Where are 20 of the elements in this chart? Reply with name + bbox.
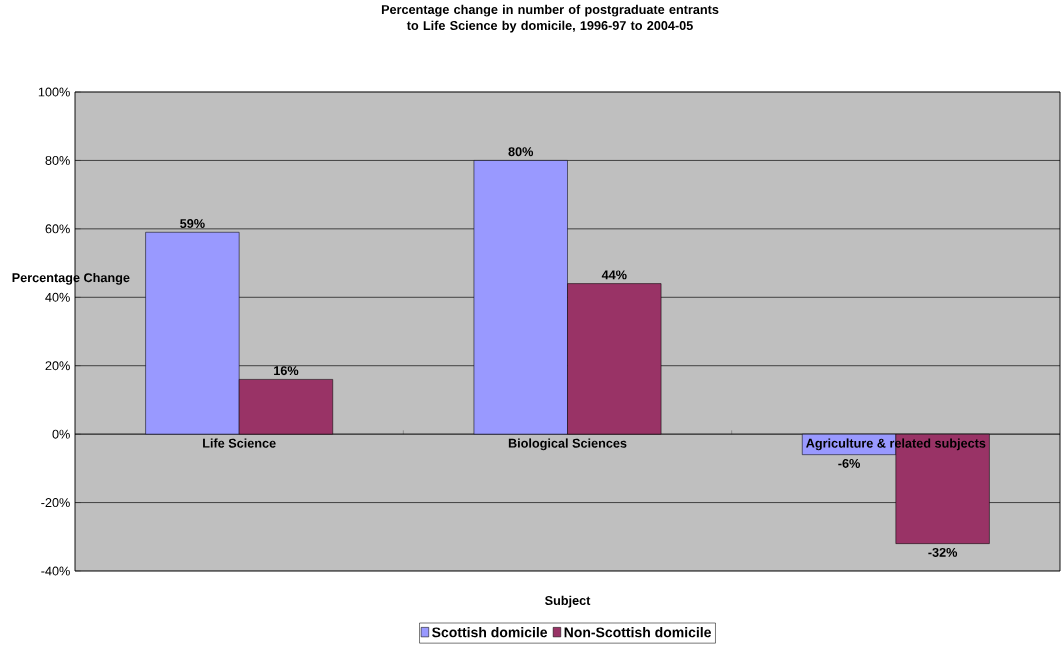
y-tick-label: 60% (45, 224, 70, 234)
y-tick-label: 0% (52, 429, 70, 439)
legend-label: Non-Scottish domicile (564, 627, 711, 638)
chart-title: Percentage change in number of postgraduate entrants to Life Science by domicile, 1996-97 to 2004-05 (381, 4, 719, 33)
y-tick-label: 100% (38, 87, 70, 97)
data-label: 80% (508, 147, 534, 157)
x-tick-label: Biological Sciences (508, 438, 627, 451)
data-label: 16% (274, 366, 299, 376)
legend-label: Scottish domicile (432, 627, 548, 638)
data-label: -32% (928, 547, 958, 557)
y-tick-label: -40% (41, 566, 70, 576)
data-label: -6% (838, 458, 860, 468)
y-tick-label: 20% (45, 361, 70, 371)
x-tick-label: Life Science (203, 438, 276, 448)
y-tick-label: 80% (45, 155, 70, 165)
y-tick-label: -20% (41, 498, 70, 508)
y-tick-label: 40% (45, 292, 70, 302)
x-axis-title: Subject (544, 595, 591, 608)
data-label: 44% (601, 270, 627, 280)
data-label: 59% (180, 219, 205, 229)
